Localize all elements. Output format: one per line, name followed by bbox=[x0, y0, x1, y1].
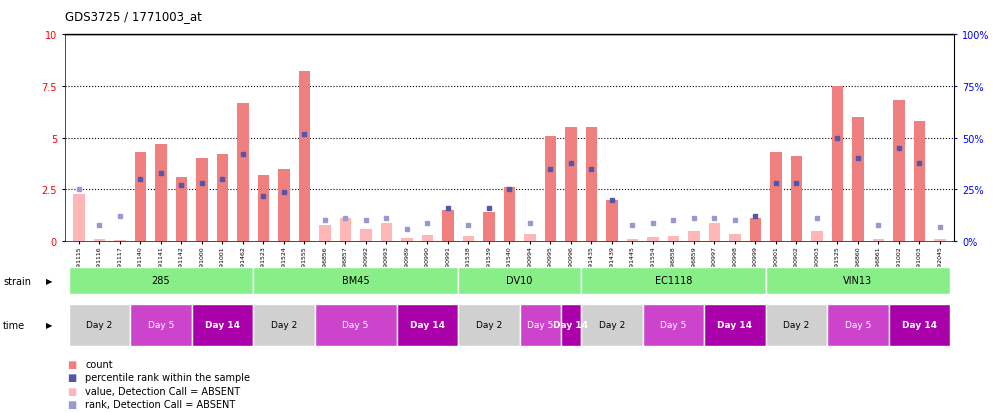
Bar bbox=[581, 268, 765, 294]
Text: EC1118: EC1118 bbox=[655, 275, 692, 285]
Text: percentile rank within the sample: percentile rank within the sample bbox=[85, 373, 250, 382]
Bar bbox=[894, 101, 905, 242]
Text: ▶: ▶ bbox=[46, 276, 53, 285]
Bar bbox=[135, 153, 146, 242]
Bar bbox=[69, 268, 253, 294]
Bar bbox=[827, 304, 889, 347]
Bar bbox=[749, 219, 761, 242]
Text: Day 2: Day 2 bbox=[783, 320, 809, 329]
Text: Day 5: Day 5 bbox=[845, 320, 871, 329]
Bar bbox=[257, 176, 269, 242]
Bar bbox=[730, 235, 741, 242]
Bar bbox=[520, 304, 561, 347]
Bar bbox=[545, 136, 556, 242]
Bar bbox=[647, 237, 659, 242]
Bar bbox=[319, 225, 331, 242]
Bar bbox=[421, 235, 433, 242]
Bar bbox=[463, 236, 474, 242]
Bar bbox=[852, 118, 864, 242]
Bar bbox=[69, 304, 130, 347]
Text: ■: ■ bbox=[68, 359, 77, 369]
Text: Day 14: Day 14 bbox=[554, 320, 588, 329]
Text: Day 2: Day 2 bbox=[598, 320, 625, 329]
Bar bbox=[873, 240, 884, 242]
Bar bbox=[913, 122, 925, 242]
Bar bbox=[381, 223, 392, 242]
Bar bbox=[585, 128, 597, 242]
Bar bbox=[832, 87, 843, 242]
Bar bbox=[765, 304, 827, 347]
Text: DV10: DV10 bbox=[507, 275, 533, 285]
Bar bbox=[397, 304, 458, 347]
Text: Day 14: Day 14 bbox=[902, 320, 937, 329]
Text: ▶: ▶ bbox=[46, 320, 53, 330]
Text: 285: 285 bbox=[152, 275, 170, 285]
Bar bbox=[504, 188, 515, 242]
Bar bbox=[217, 155, 228, 242]
Bar bbox=[176, 178, 187, 242]
Bar bbox=[114, 240, 125, 242]
Text: value, Detection Call = ABSENT: value, Detection Call = ABSENT bbox=[85, 386, 241, 396]
Text: rank, Detection Call = ABSENT: rank, Detection Call = ABSENT bbox=[85, 399, 236, 409]
Text: Day 5: Day 5 bbox=[660, 320, 687, 329]
Bar bbox=[278, 169, 289, 242]
Bar bbox=[581, 304, 643, 347]
Bar bbox=[606, 200, 617, 242]
Text: Day 5: Day 5 bbox=[148, 320, 174, 329]
Text: ■: ■ bbox=[68, 373, 77, 382]
Text: Day 2: Day 2 bbox=[86, 320, 112, 329]
Bar bbox=[74, 194, 84, 242]
Bar bbox=[238, 103, 248, 242]
Bar bbox=[524, 235, 536, 242]
Bar bbox=[765, 268, 950, 294]
Text: ■: ■ bbox=[68, 386, 77, 396]
Bar bbox=[627, 240, 638, 242]
Bar bbox=[192, 304, 253, 347]
Bar bbox=[253, 268, 458, 294]
Text: VIN13: VIN13 bbox=[843, 275, 873, 285]
Bar bbox=[566, 128, 577, 242]
Bar bbox=[811, 231, 823, 242]
Bar bbox=[155, 145, 167, 242]
Bar bbox=[196, 159, 208, 242]
Bar bbox=[709, 223, 720, 242]
Text: time: time bbox=[3, 320, 25, 330]
Text: Day 5: Day 5 bbox=[527, 320, 554, 329]
Text: Day 14: Day 14 bbox=[410, 320, 445, 329]
Text: ■: ■ bbox=[68, 399, 77, 409]
Bar bbox=[668, 236, 679, 242]
Text: Day 5: Day 5 bbox=[343, 320, 369, 329]
Bar bbox=[704, 304, 765, 347]
Bar bbox=[688, 231, 700, 242]
Text: strain: strain bbox=[3, 276, 31, 286]
Bar bbox=[458, 304, 520, 347]
Bar bbox=[93, 240, 105, 242]
Bar bbox=[458, 268, 581, 294]
Bar bbox=[315, 304, 397, 347]
Bar bbox=[299, 72, 310, 242]
Text: Day 14: Day 14 bbox=[205, 320, 240, 329]
Text: count: count bbox=[85, 359, 113, 369]
Bar bbox=[770, 153, 781, 242]
Bar bbox=[402, 239, 413, 242]
Bar bbox=[483, 213, 495, 242]
Bar bbox=[643, 304, 704, 347]
Bar bbox=[934, 240, 945, 242]
Text: Day 2: Day 2 bbox=[476, 320, 502, 329]
Bar bbox=[889, 304, 950, 347]
Text: Day 14: Day 14 bbox=[718, 320, 752, 329]
Bar bbox=[360, 229, 372, 242]
Bar bbox=[253, 304, 315, 347]
Bar bbox=[442, 211, 453, 242]
Bar bbox=[340, 219, 351, 242]
Bar bbox=[791, 157, 802, 242]
Text: Day 2: Day 2 bbox=[270, 320, 297, 329]
Text: GDS3725 / 1771003_at: GDS3725 / 1771003_at bbox=[65, 10, 202, 23]
Bar bbox=[561, 304, 581, 347]
Bar bbox=[130, 304, 192, 347]
Text: BM45: BM45 bbox=[342, 275, 370, 285]
